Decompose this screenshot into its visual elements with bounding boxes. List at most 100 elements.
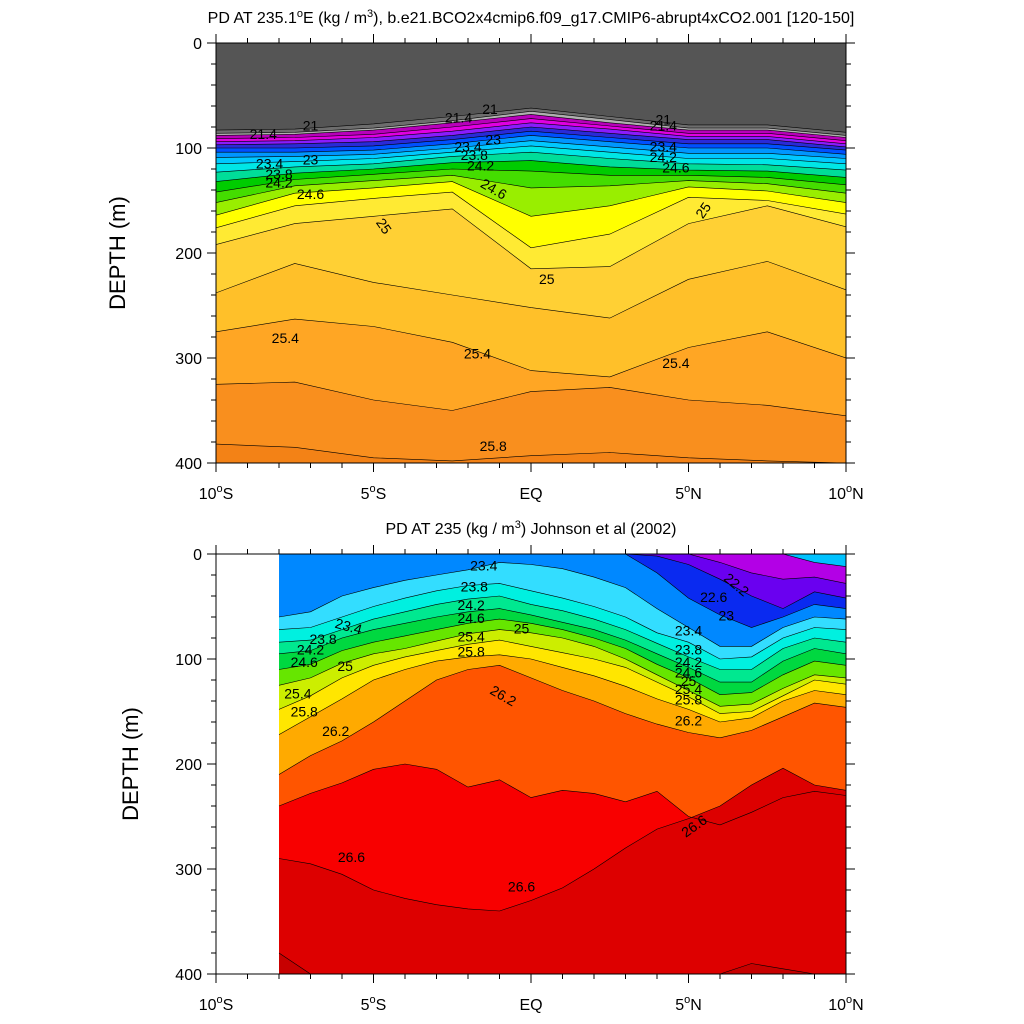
contour-label: 24.6 bbox=[297, 186, 324, 202]
contour-label: 23 bbox=[485, 131, 501, 147]
contour-label: 25 bbox=[514, 620, 530, 636]
contour-label: 25.4 bbox=[464, 346, 491, 362]
panel-observed: PD AT 235 (kg / m3) Johnson et al (2002)… bbox=[118, 519, 864, 1014]
contour-label: 23.8 bbox=[309, 631, 336, 647]
contour-line-26 bbox=[278, 639, 846, 714]
contour-line-25.4 bbox=[216, 174, 846, 203]
plot-area: 23.423.824.224.62525.425.826.223.423.824… bbox=[175, 545, 864, 1014]
contour-label: 23.4 bbox=[256, 156, 283, 172]
x-tick-label: 5oN bbox=[675, 994, 702, 1014]
x-tick-label: 5oS bbox=[361, 994, 387, 1014]
contour-label: 23.8 bbox=[675, 641, 702, 657]
contour-line-23 bbox=[216, 135, 846, 155]
x-tick-label: 5oS bbox=[361, 483, 387, 503]
contour-line-25 bbox=[216, 168, 846, 193]
contour-line-26.8 bbox=[278, 767, 846, 912]
contour-label: 24.6 bbox=[458, 610, 485, 626]
y-tick-label: 400 bbox=[175, 456, 202, 473]
contour-line-24.6 bbox=[278, 595, 846, 670]
contour-line-25.8 bbox=[216, 181, 846, 217]
contour-line-23.8 bbox=[216, 145, 846, 165]
contour-line-21.8 bbox=[216, 122, 846, 145]
contour-label: 26.6 bbox=[508, 879, 535, 895]
contour-line-26.2 bbox=[278, 654, 846, 735]
contour-label: 25.8 bbox=[291, 703, 318, 719]
contour-line-20.6 bbox=[216, 110, 846, 136]
contour-line-23.8 bbox=[278, 562, 846, 647]
contour-label: 25.4 bbox=[675, 681, 702, 697]
contour-label: 24.2 bbox=[675, 654, 702, 670]
panel-model: PD AT 235.1oE (kg / m3), b.e21.BCO2x4cmi… bbox=[105, 8, 864, 503]
contour-label: 24.2 bbox=[650, 149, 677, 165]
x-tick-label: 10oS bbox=[199, 994, 234, 1014]
contour-label: 21 bbox=[482, 101, 498, 117]
contour-label: 25.4 bbox=[272, 330, 299, 346]
contour-label: 21 bbox=[656, 111, 672, 127]
contour-label: 23.8 bbox=[265, 166, 292, 182]
contour-line-26.4 bbox=[216, 261, 846, 319]
contour-label: 23 bbox=[303, 151, 319, 167]
contour-band-27 bbox=[279, 953, 846, 974]
contour-line-22.6 bbox=[216, 130, 846, 151]
y-tick-label: 300 bbox=[175, 351, 202, 368]
contour-line-20.2 bbox=[216, 107, 846, 133]
contour-label: 23.4 bbox=[675, 622, 702, 638]
x-tick-label: EQ bbox=[519, 486, 542, 503]
contour-line-25 bbox=[278, 608, 846, 683]
contour-label: 25 bbox=[337, 658, 353, 674]
contour-line-22.6 bbox=[279, 554, 846, 584]
contour-line-22.2 bbox=[216, 126, 846, 148]
contour-label: 25 bbox=[681, 673, 697, 689]
contour-line-23.4 bbox=[216, 140, 846, 159]
y-tick-label: 300 bbox=[175, 862, 202, 879]
contour-label: 25.8 bbox=[458, 643, 485, 659]
contour-label: 24.2 bbox=[458, 597, 485, 613]
contour-label: 23 bbox=[719, 608, 735, 624]
y-tick-label: 200 bbox=[175, 246, 202, 263]
x-tick-label: 10oN bbox=[828, 994, 863, 1014]
contour-label: 23.4 bbox=[333, 615, 364, 638]
contour-line-26.6 bbox=[278, 763, 846, 826]
contour-line-25.8 bbox=[278, 629, 846, 707]
contour-line-21 bbox=[216, 114, 846, 138]
y-tick-label: 0 bbox=[193, 547, 202, 564]
contour-label: 25 bbox=[539, 271, 555, 287]
contour-line-26.6 bbox=[216, 318, 846, 378]
contour-label: 21 bbox=[303, 118, 319, 134]
contour-label: 23.8 bbox=[461, 147, 488, 163]
contour-label: 21.4 bbox=[650, 118, 677, 134]
contour-label: 26.2 bbox=[675, 713, 702, 729]
contour-label: 24.6 bbox=[662, 160, 689, 176]
contour-line-26.2 bbox=[216, 205, 846, 270]
contour-label: 25.8 bbox=[675, 692, 702, 708]
contour-line-24.2 bbox=[216, 151, 846, 173]
contour-label: 26.2 bbox=[322, 723, 349, 739]
contour-label: 21.4 bbox=[250, 126, 277, 142]
x-tick-label: 5oN bbox=[675, 483, 702, 503]
plot-area: 2121.42323.423.824.224.625252525.425.425… bbox=[175, 34, 864, 503]
contour-label: 24.6 bbox=[675, 664, 702, 680]
contour-label: 22.6 bbox=[700, 589, 727, 605]
contour-label: 24.2 bbox=[297, 641, 324, 657]
contour-band-26.8 bbox=[279, 768, 846, 974]
contour-line-24.6 bbox=[216, 160, 846, 182]
contour-label: 21.4 bbox=[445, 109, 472, 125]
contour-label: 24.2 bbox=[467, 158, 494, 174]
contour-label: 23.4 bbox=[650, 139, 677, 155]
contour-band-27 bbox=[216, 444, 846, 463]
contour-line-26.8 bbox=[216, 381, 846, 417]
y-tick-label: 0 bbox=[193, 36, 202, 53]
contour-band-26.8 bbox=[216, 382, 846, 463]
panel-observed-title: PD AT 235 (kg / m3) Johnson et al (2002) bbox=[385, 519, 676, 538]
x-tick-label: EQ bbox=[519, 997, 542, 1014]
contour-label: 23.8 bbox=[461, 578, 488, 594]
y-tick-label: 100 bbox=[175, 141, 202, 158]
x-tick-label: 10oS bbox=[199, 483, 234, 503]
y-tick-label: 400 bbox=[175, 967, 202, 984]
panel-observed-ylabel: DEPTH (m) bbox=[118, 707, 143, 821]
contour-line-23 bbox=[279, 554, 846, 609]
contour-line-24.2 bbox=[278, 583, 846, 660]
panel-model-ylabel: DEPTH (m) bbox=[105, 196, 130, 310]
y-tick-label: 100 bbox=[175, 652, 202, 669]
